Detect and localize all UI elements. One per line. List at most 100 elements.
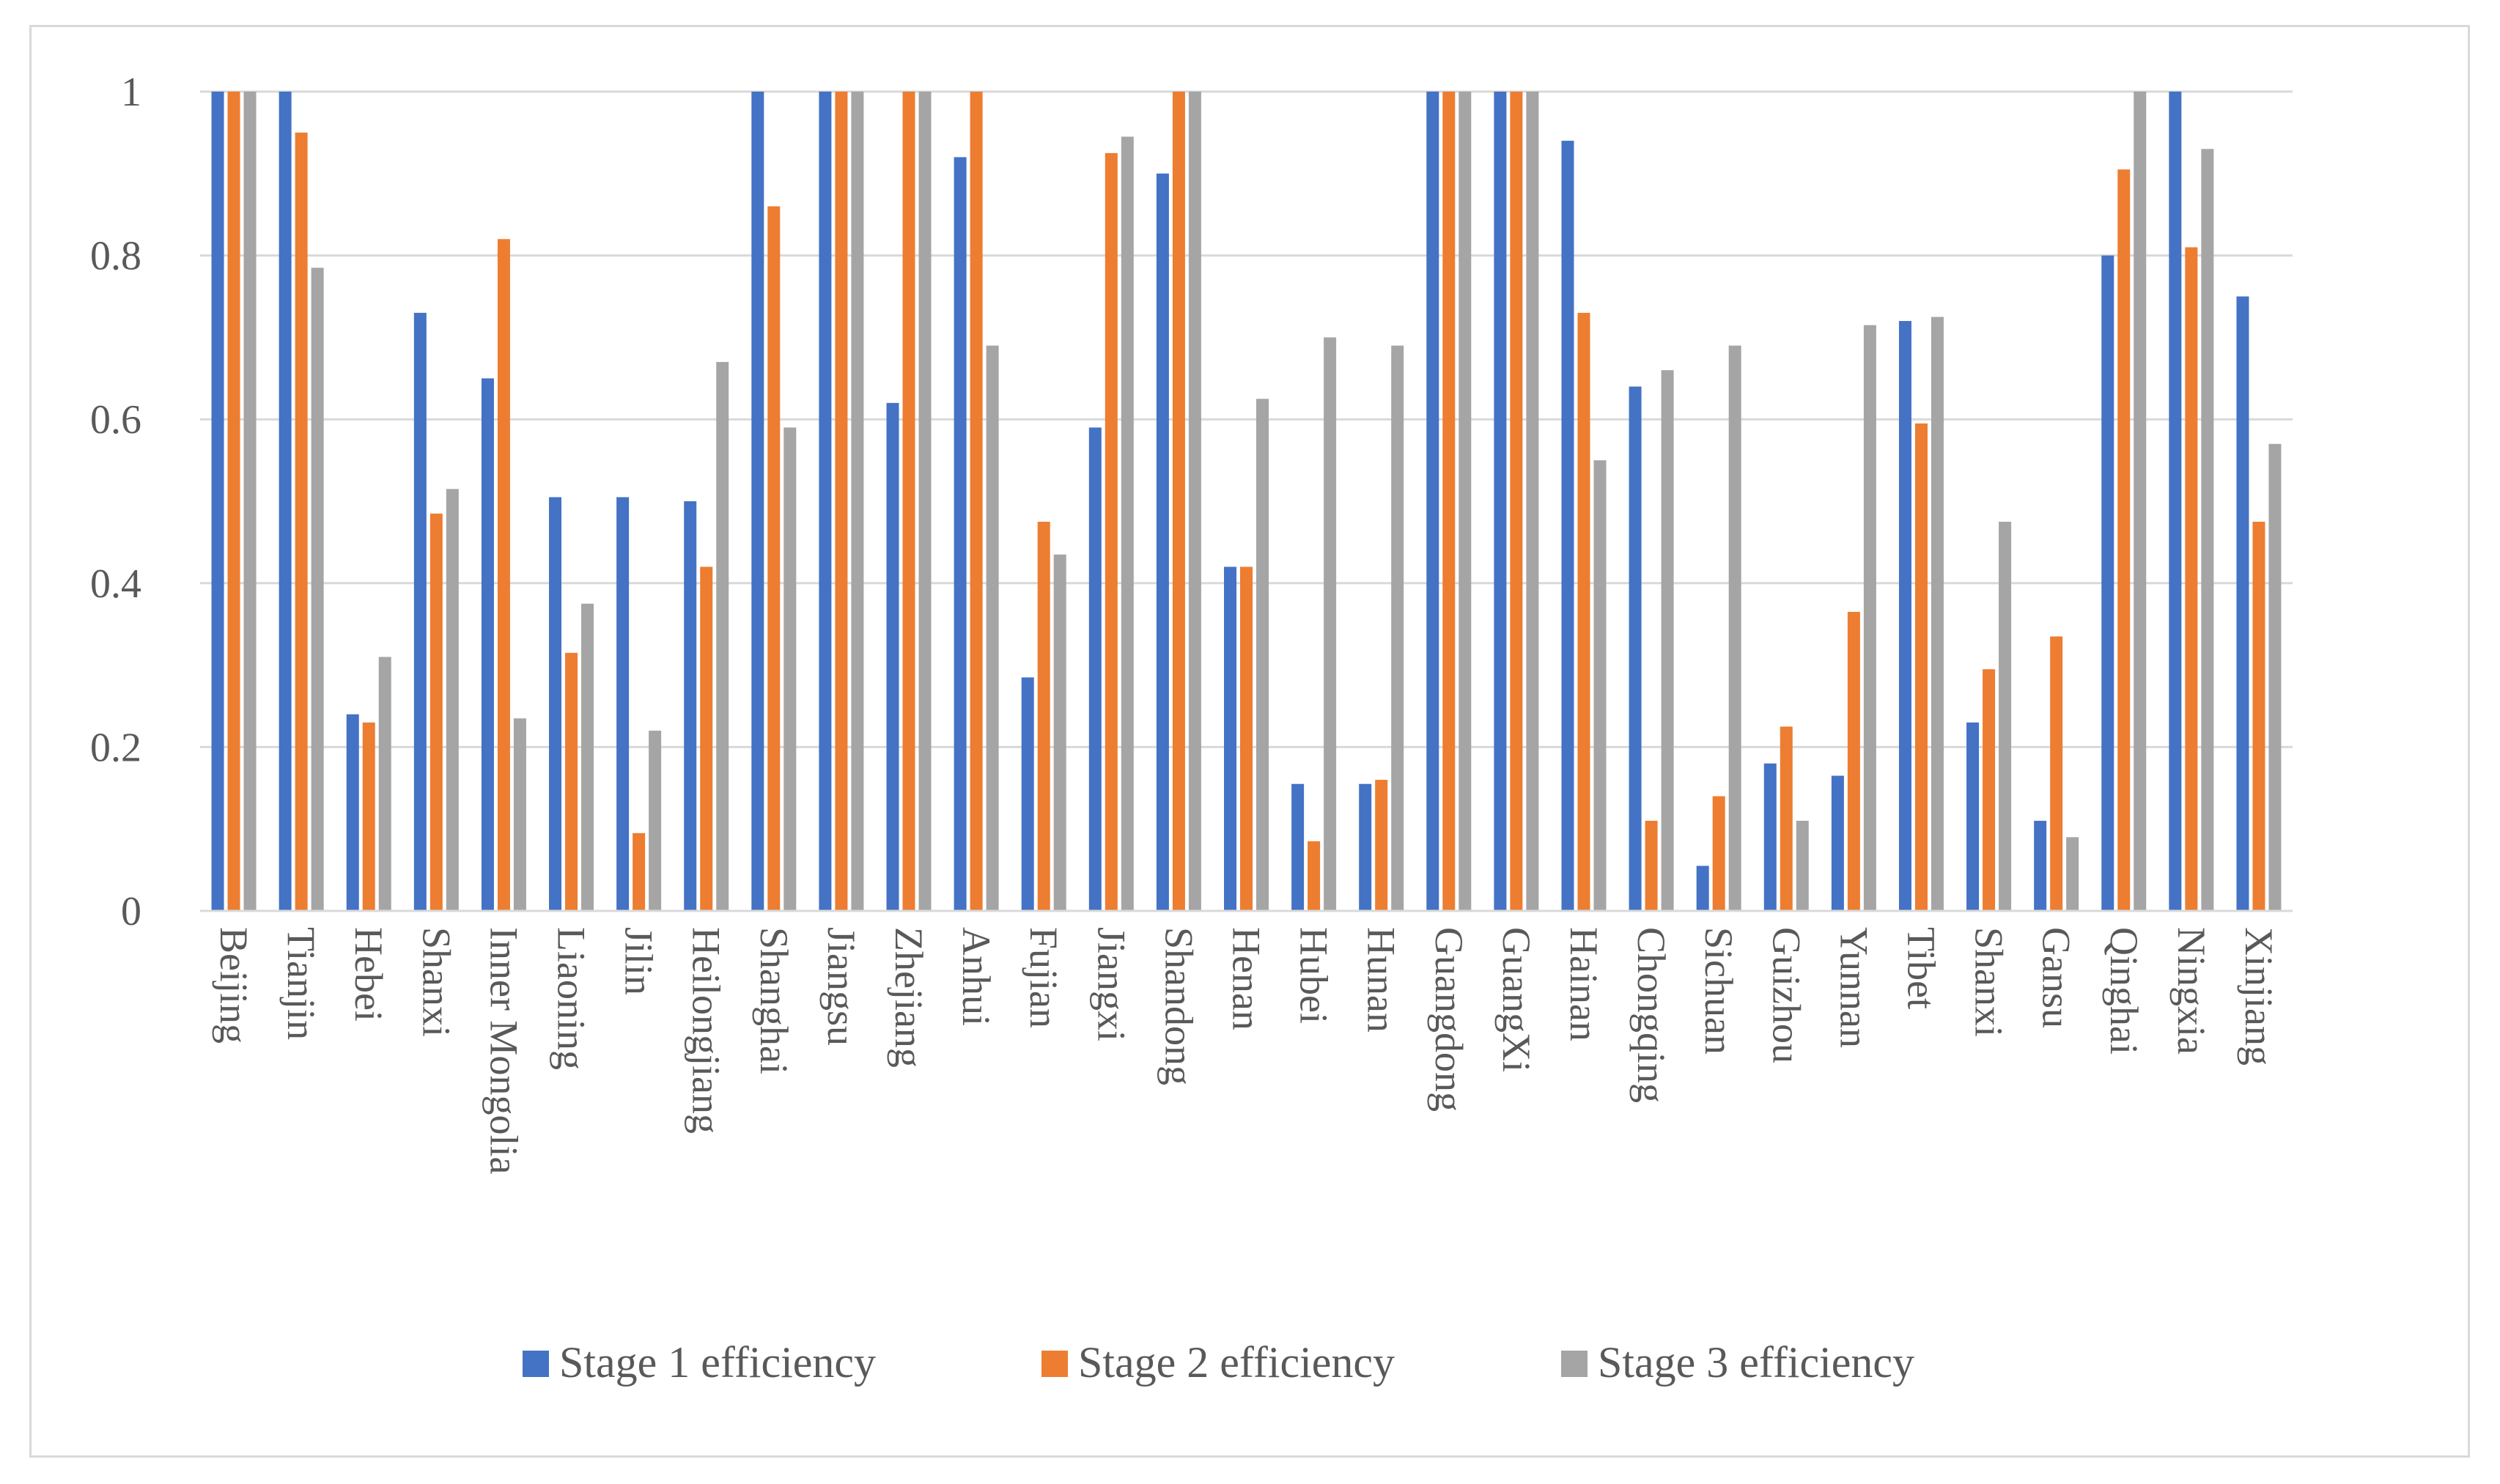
bar (700, 566, 713, 911)
bar (1188, 92, 1201, 911)
x-category-label: Jiangsu (819, 927, 863, 1046)
bar (1494, 92, 1507, 911)
bar (1561, 141, 1574, 912)
bar (886, 402, 899, 911)
x-category-label: Gansu (2035, 927, 2079, 1028)
bar (481, 378, 494, 911)
bar (2034, 821, 2047, 911)
bar (279, 92, 292, 911)
bar (1914, 423, 1928, 911)
bar (1796, 821, 1809, 911)
bar (2201, 149, 2214, 911)
bar (1526, 92, 1539, 911)
bar (362, 722, 375, 911)
bar (1459, 92, 1472, 911)
y-tick-label: 0.6 (90, 397, 141, 443)
x-category-label: GuangXi (1494, 927, 1538, 1072)
x-category-label: Beijing (212, 927, 256, 1044)
bar (767, 206, 781, 911)
bar (1426, 92, 1439, 911)
legend: Stage 1 efficiency Stage 2 efficiency Stag… (523, 1338, 1914, 1387)
bar (1172, 92, 1185, 911)
x-category-label: Jiangxi (1089, 927, 1133, 1041)
bar (1105, 152, 1118, 912)
bar (1291, 783, 1305, 911)
bar (716, 361, 729, 911)
y-axis-tick-labels: 0 0.2 0.4 0.6 0.8 1 (90, 70, 141, 934)
y-tick-label: 0.8 (90, 234, 141, 279)
series-1 (211, 92, 2249, 912)
x-category-label: Fujian (1022, 927, 1066, 1028)
series-2 (227, 92, 2265, 912)
bar (513, 718, 526, 911)
bar (751, 92, 764, 911)
bar (346, 714, 359, 911)
bar (819, 92, 832, 911)
legend-swatch (1041, 1351, 1068, 1377)
bar (446, 489, 459, 911)
x-category-label: Inner Mongolia (482, 927, 526, 1174)
bar (549, 497, 562, 911)
bars (211, 92, 2282, 912)
y-tick-label: 1 (121, 70, 141, 115)
bar (1629, 386, 1642, 911)
bar (497, 239, 510, 911)
x-category-label: Shanghai (752, 927, 796, 1074)
bar (1240, 566, 1253, 911)
bar (1359, 783, 1372, 911)
bar (684, 501, 697, 911)
bar (1037, 521, 1050, 911)
bar (970, 92, 983, 911)
y-tick-label: 0.4 (90, 561, 141, 607)
legend-swatch (523, 1351, 549, 1377)
y-tick-label: 0.2 (90, 725, 141, 770)
bar (1375, 780, 1388, 911)
bar (2169, 92, 2182, 911)
bar (227, 92, 240, 911)
bar (1053, 554, 1066, 911)
legend-label: Stage 3 efficiency (1598, 1338, 1914, 1387)
bar (1661, 370, 1674, 911)
bar (1088, 427, 1102, 911)
bar (1966, 722, 1980, 911)
bar (413, 312, 427, 911)
bar-chart: 0 0.2 0.4 0.6 0.8 1 Beijing Tianjin Hebei Shanxi… (90, 70, 2293, 1387)
bar (581, 603, 594, 911)
bar (1324, 337, 1337, 911)
bar (2101, 255, 2114, 912)
bar (1863, 325, 1876, 911)
series-3 (243, 92, 2282, 912)
bar (311, 267, 324, 911)
bar (211, 92, 224, 911)
bar (1156, 173, 1169, 912)
bar (1898, 321, 1911, 911)
gridlines (200, 90, 2293, 748)
y-tick-label: 0 (121, 889, 141, 934)
x-category-label: Zhejiang (887, 927, 931, 1068)
bar (2066, 837, 2079, 911)
x-category-label: Yunnan (1832, 927, 1876, 1048)
bar (851, 92, 864, 911)
x-axis-category-labels: Beijing Tianjin Hebei Shanxi Inner Mongolia L… (212, 927, 2281, 1174)
x-category-label: Hainan (1562, 927, 1606, 1041)
chart-frame: 0 0.2 0.4 0.6 0.8 1 Beijing Tianjin Hebei Shanxi… (29, 25, 2470, 1458)
bar (1696, 865, 1709, 911)
bar (986, 345, 999, 912)
bar (902, 92, 915, 911)
bar (616, 497, 630, 911)
bar (1780, 726, 1793, 911)
bar (2268, 443, 2282, 911)
bar (2236, 296, 2249, 911)
bar (2252, 521, 2265, 911)
x-category-label: Shanxi (414, 927, 458, 1037)
bar (378, 657, 391, 911)
bar (1593, 460, 1607, 911)
x-category-label: Tibet (1899, 927, 1943, 1009)
bar (1847, 611, 1860, 911)
bar (295, 132, 308, 911)
x-category-label: Qinghai (2102, 927, 2146, 1055)
bar (1831, 775, 1844, 911)
bar (1391, 345, 1404, 912)
bar (1931, 317, 1944, 911)
legend-item: Stage 1 efficiency (523, 1338, 876, 1387)
